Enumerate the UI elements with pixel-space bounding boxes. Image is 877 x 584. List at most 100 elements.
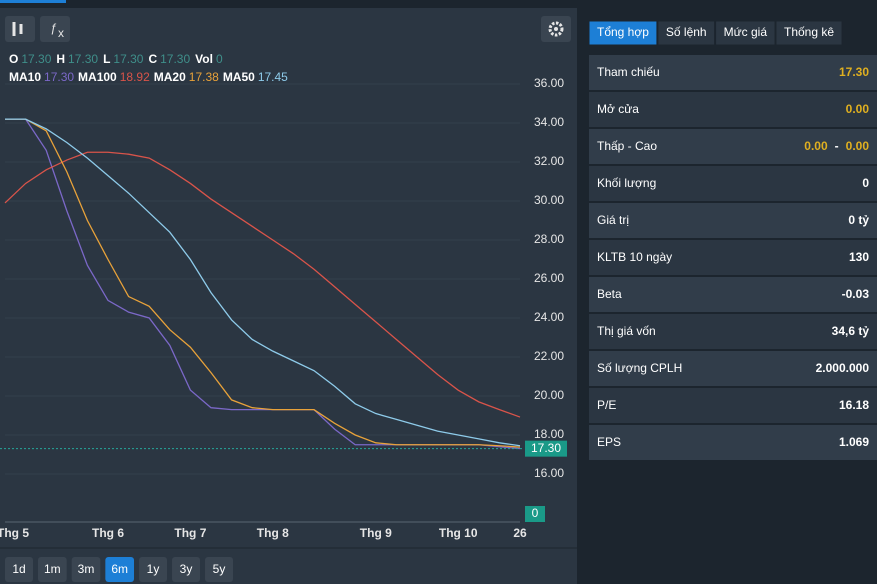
range-button[interactable] xyxy=(139,557,168,582)
ohlc-label: H xyxy=(56,52,65,66)
ohlc-label: L xyxy=(103,52,110,66)
table-row xyxy=(589,203,877,238)
table-row xyxy=(589,425,877,460)
x-tick-label: Thg 10 xyxy=(439,526,478,540)
top-accent xyxy=(0,0,66,3)
row-value: 0.00 xyxy=(804,139,828,153)
range-button[interactable] xyxy=(105,557,135,582)
range-button[interactable] xyxy=(71,557,101,582)
range-button-label[interactable]: 1d xyxy=(12,562,25,576)
tab-label[interactable]: Mức giá xyxy=(724,25,768,39)
range-button-label[interactable]: 6m xyxy=(111,562,128,576)
range-button-label[interactable]: 3m xyxy=(78,562,95,576)
row-value: 1.069 xyxy=(839,435,869,449)
row-label: Tham chiếu xyxy=(597,65,660,79)
row-value: 17.30 xyxy=(839,65,869,79)
table-row xyxy=(589,277,877,312)
y-tick-label: 26.00 xyxy=(534,271,564,285)
x-tick-label: Thg 6 xyxy=(92,526,124,540)
tab[interactable] xyxy=(775,20,843,46)
table-row xyxy=(589,314,877,349)
y-tick-label: 36.00 xyxy=(534,76,564,90)
row-label: Số lượng CPLH xyxy=(597,361,682,375)
row-label: Thị giá vốn xyxy=(597,324,656,338)
legend-name: MA50 xyxy=(223,70,255,84)
row-value: 34,6 tỷ xyxy=(832,324,870,338)
ohlc-value: 17.30 xyxy=(113,52,143,66)
row-value: 0 tỷ xyxy=(848,213,869,227)
y-tick-label: 32.00 xyxy=(534,154,564,168)
row-label: Thấp - Cao xyxy=(597,139,657,153)
table-row xyxy=(589,351,877,386)
ma-line xyxy=(4,151,521,418)
range-button-label[interactable]: 1y xyxy=(147,562,160,576)
row-label: EPS xyxy=(597,435,621,449)
settings-icon xyxy=(548,21,564,37)
function-button[interactable] xyxy=(40,16,70,42)
y-tick-label: 28.00 xyxy=(534,232,564,246)
tab-label[interactable]: Số lệnh xyxy=(666,25,707,39)
last-price-badge xyxy=(525,440,567,457)
row-label: Khối lượng xyxy=(597,176,656,190)
y-tick-label: 34.00 xyxy=(534,115,564,129)
x-tick-label: Thg 7 xyxy=(174,526,206,540)
range-button[interactable] xyxy=(205,557,234,582)
ma-line xyxy=(5,118,521,447)
tab[interactable] xyxy=(657,20,716,46)
last-price-label: 17.30 xyxy=(531,441,561,455)
table-row xyxy=(589,166,877,201)
row-value: 130 xyxy=(849,250,869,264)
settings-icon-center xyxy=(554,27,558,31)
legend-value: 17.38 xyxy=(189,70,219,84)
ohlc-value: 17.30 xyxy=(21,52,51,66)
range-button-label[interactable]: 1m xyxy=(44,562,61,576)
range-button[interactable] xyxy=(172,557,201,582)
row-value: - xyxy=(835,139,839,153)
y-tick-label: 18.00 xyxy=(534,427,564,441)
ohlc-value: 17.30 xyxy=(68,52,98,66)
function-icon-sub: x xyxy=(58,26,64,40)
table-row xyxy=(589,92,877,127)
function-icon: ƒ xyxy=(50,21,57,35)
legend-value: 17.45 xyxy=(258,70,288,84)
tab-label[interactable]: Tổng hợp xyxy=(597,25,649,39)
table-row xyxy=(589,240,877,275)
ohlc-label: Vol xyxy=(195,52,213,66)
range-button[interactable] xyxy=(5,557,33,582)
volume-label: 0 xyxy=(532,506,539,520)
row-label: Giá trị xyxy=(597,213,629,227)
y-tick-label: 16.00 xyxy=(534,466,564,480)
ohlc-value: 17.30 xyxy=(160,52,190,66)
x-tick-label: Thg 9 xyxy=(360,526,392,540)
range-button-label[interactable]: 3y xyxy=(180,562,193,576)
tab[interactable] xyxy=(715,20,776,46)
legend-value: 18.92 xyxy=(120,70,150,84)
y-tick-label: 30.00 xyxy=(534,193,564,207)
y-tick-label: 22.00 xyxy=(534,349,564,363)
table-row xyxy=(589,55,877,90)
row-label: P/E xyxy=(597,398,616,412)
row-value: 0 xyxy=(862,176,869,190)
row-value: -0.03 xyxy=(842,287,870,301)
ohlc-label: O xyxy=(9,52,18,66)
ohlc-value: 0 xyxy=(216,52,223,66)
top-strip xyxy=(0,0,877,8)
row-label: Beta xyxy=(597,287,622,301)
table-row xyxy=(589,129,877,164)
row-label: KLTB 10 ngày xyxy=(597,250,672,264)
range-button-label[interactable]: 5y xyxy=(213,562,226,576)
x-tick-label: Thg 8 xyxy=(257,526,289,540)
legend-name: MA20 xyxy=(154,70,186,84)
candle-icon xyxy=(12,22,23,36)
legend-name: MA10 xyxy=(9,70,41,84)
row-value: 0.00 xyxy=(846,139,870,153)
row-value: 16.18 xyxy=(839,398,869,412)
tab[interactable] xyxy=(588,20,658,46)
row-value: 0.00 xyxy=(846,102,870,116)
ohlc-label: C xyxy=(148,52,157,66)
x-tick-label: 26 xyxy=(513,526,527,540)
tab-label[interactable]: Thống kê xyxy=(784,25,834,39)
range-button[interactable] xyxy=(38,557,67,582)
row-value: 2.000.000 xyxy=(816,361,870,375)
